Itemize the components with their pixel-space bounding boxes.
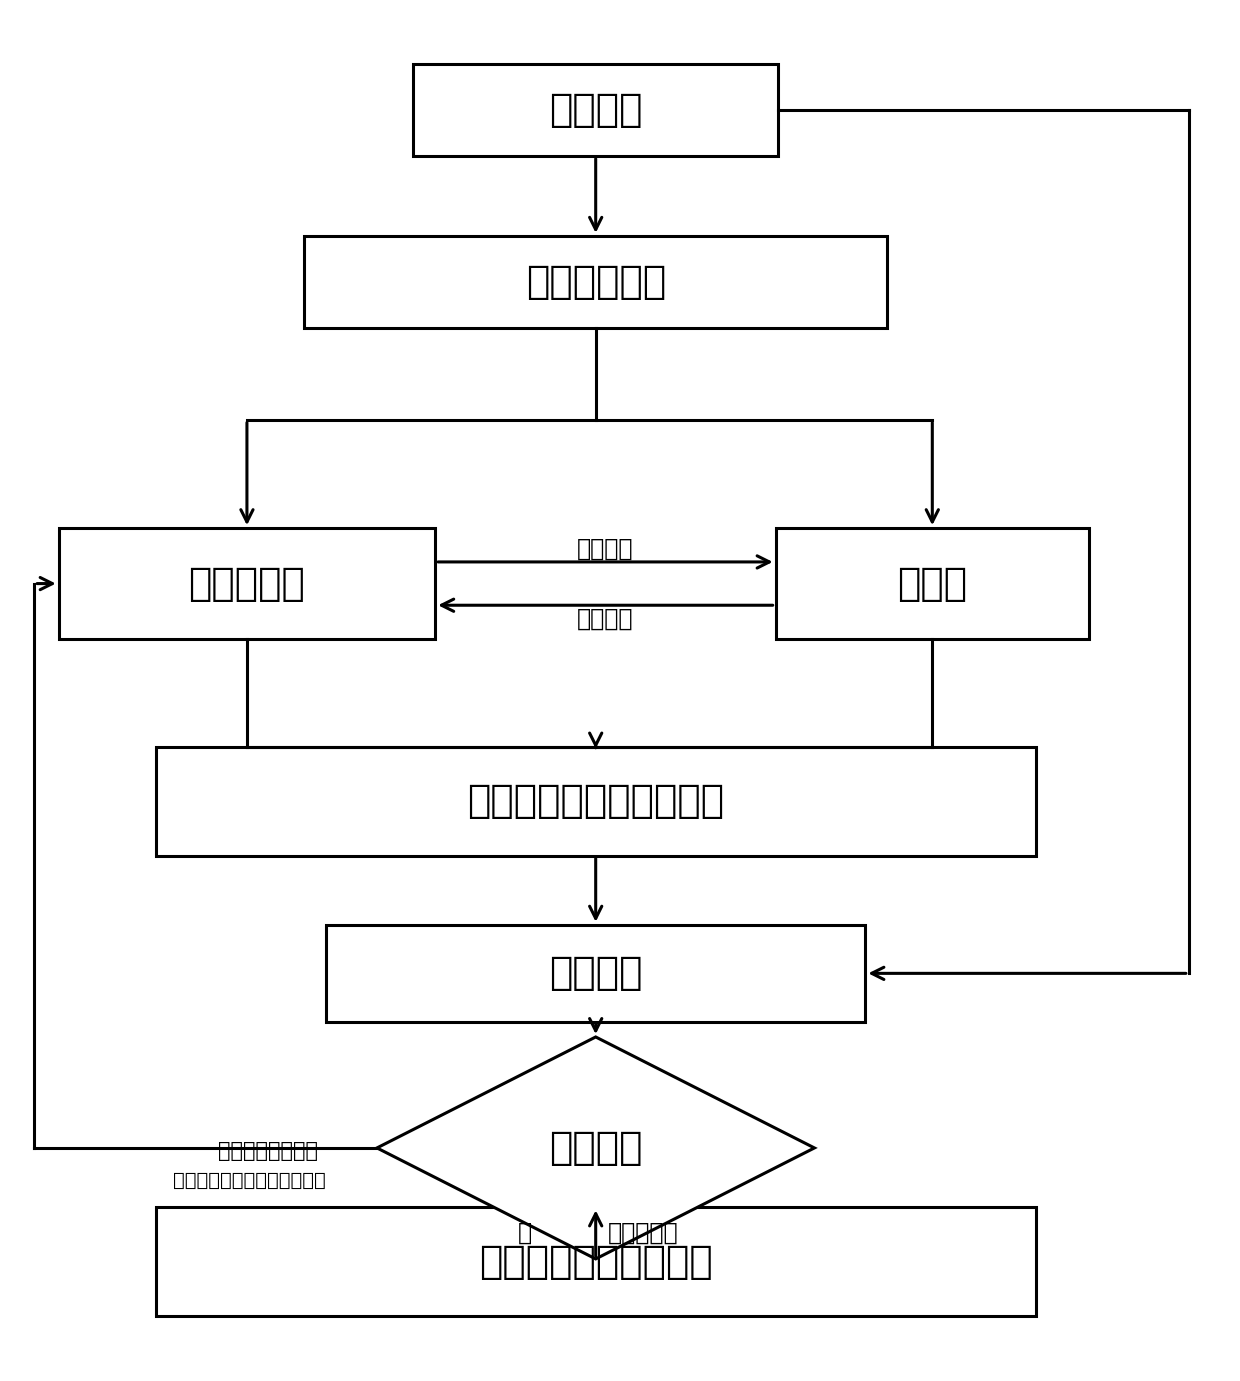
- FancyBboxPatch shape: [156, 1207, 1035, 1316]
- FancyBboxPatch shape: [304, 236, 888, 327]
- Polygon shape: [377, 1037, 815, 1259]
- Text: 是: 是: [518, 1221, 532, 1246]
- Text: 实时温度: 实时温度: [577, 606, 634, 631]
- FancyBboxPatch shape: [413, 64, 777, 156]
- Text: 最优电极结构设计参数: 最优电极结构设计参数: [479, 1243, 713, 1280]
- FancyBboxPatch shape: [58, 528, 435, 639]
- Text: 目标函数不是最优: 目标函数不是最优: [217, 1141, 317, 1160]
- Text: 电池产热: 电池产热: [577, 536, 634, 561]
- Text: 优化目标: 优化目标: [549, 954, 642, 993]
- Text: 给出迭代値，多参数协同优化: 给出迭代値，多参数协同优化: [174, 1171, 326, 1190]
- Text: 优化算法: 优化算法: [549, 1128, 642, 1167]
- Text: 热模型: 热模型: [898, 565, 967, 602]
- Text: 基础参数获取: 基础参数获取: [526, 262, 666, 301]
- FancyBboxPatch shape: [326, 925, 866, 1022]
- Text: 计算能量密度或功率密度: 计算能量密度或功率密度: [467, 783, 724, 820]
- Text: 电化学模型: 电化学模型: [188, 565, 305, 602]
- FancyBboxPatch shape: [775, 528, 1089, 639]
- FancyBboxPatch shape: [156, 747, 1035, 856]
- Text: 顾客需求: 顾客需求: [549, 91, 642, 128]
- Text: 得到最优解: 得到最优解: [608, 1221, 678, 1246]
